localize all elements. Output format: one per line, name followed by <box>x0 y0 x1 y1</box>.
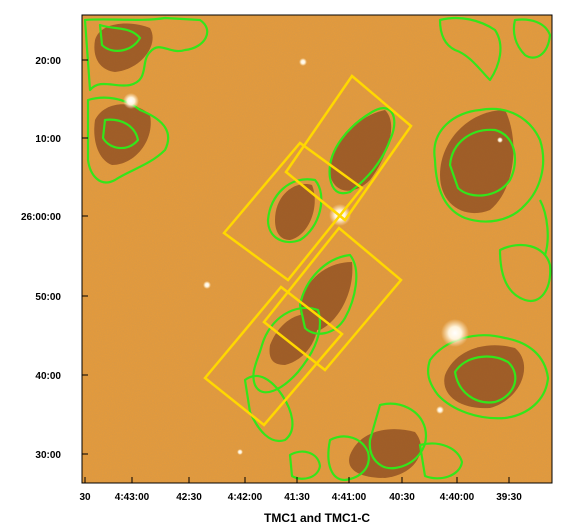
y-tick-label: 20:00 <box>35 56 61 67</box>
figure-caption: TMC1 and TMC1-C <box>264 511 370 525</box>
x-tick-label: 4:42:00 <box>228 492 263 503</box>
y-tick-label: 40:00 <box>35 371 61 382</box>
x-tick-label: 4:41:00 <box>332 492 367 503</box>
overlay-box-2 <box>222 141 364 282</box>
map-texture <box>82 15 552 483</box>
plot-frame <box>81 14 553 484</box>
overlay-boxes <box>203 74 413 427</box>
axis-ticks <box>82 59 510 483</box>
overlay-box-1 <box>284 74 413 222</box>
x-tick-label: 40:30 <box>389 492 415 503</box>
y-tick-label: 26:00:00 <box>21 212 61 223</box>
y-axis-labels: 20:00 10:00 26:00:00 50:00 40:00 30:00 <box>21 56 61 461</box>
contours <box>83 16 552 482</box>
x-tick-label: 4:40:00 <box>440 492 475 503</box>
y-tick-label: 50:00 <box>35 292 61 303</box>
overlay-box-4 <box>203 285 344 427</box>
x-axis-labels: 30 4:43:00 42:30 4:42:00 41:30 4:41:00 4… <box>79 492 522 503</box>
y-tick-label: 10:00 <box>35 134 61 145</box>
overlay-box-3 <box>262 226 403 372</box>
x-tick-label: 41:30 <box>284 492 310 503</box>
image-panel <box>82 15 552 483</box>
x-tick-label: 42:30 <box>176 492 202 503</box>
x-tick-label: 39:30 <box>496 492 522 503</box>
y-tick-label: 30:00 <box>35 450 61 461</box>
x-tick-label: 4:43:00 <box>115 492 150 503</box>
x-tick-label: 30 <box>79 492 91 503</box>
